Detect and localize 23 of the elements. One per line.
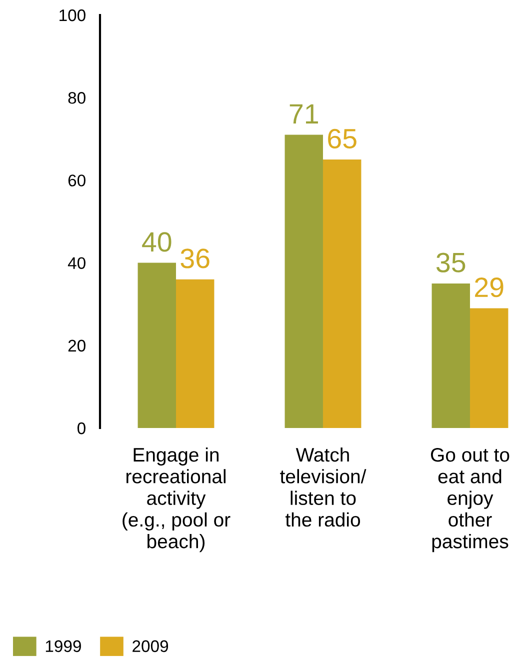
y-tick-label: 40	[68, 257, 86, 270]
y-tick-label: 20	[68, 340, 86, 352]
bar	[176, 279, 214, 428]
y-tick-label: 80	[68, 92, 86, 104]
y-tick-label: 100	[60, 9, 86, 22]
data-label: 36	[180, 248, 210, 268]
x-tick-label: Watch television/ listen to the radio	[280, 447, 366, 527]
bar	[432, 283, 470, 428]
data-label: 40	[142, 232, 172, 252]
x-tick-label: Engage in recreational activity (e.g., pool or beach)	[122, 447, 230, 552]
data-label: 35	[436, 252, 466, 272]
data-label: 29	[475, 278, 504, 298]
bar	[322, 160, 362, 428]
data-label: 71	[290, 104, 318, 124]
legend-label: 1999	[46, 640, 81, 652]
bar	[470, 308, 508, 428]
legend-label: 2009	[132, 640, 168, 652]
bar	[284, 134, 323, 428]
data-label: 65	[328, 128, 356, 149]
x-tick-label: Go out to eat and enjoy other pastimes	[430, 448, 510, 552]
bar	[138, 262, 176, 428]
y-tick-label: 60	[68, 174, 86, 186]
y-tick-label: 0	[77, 422, 86, 434]
